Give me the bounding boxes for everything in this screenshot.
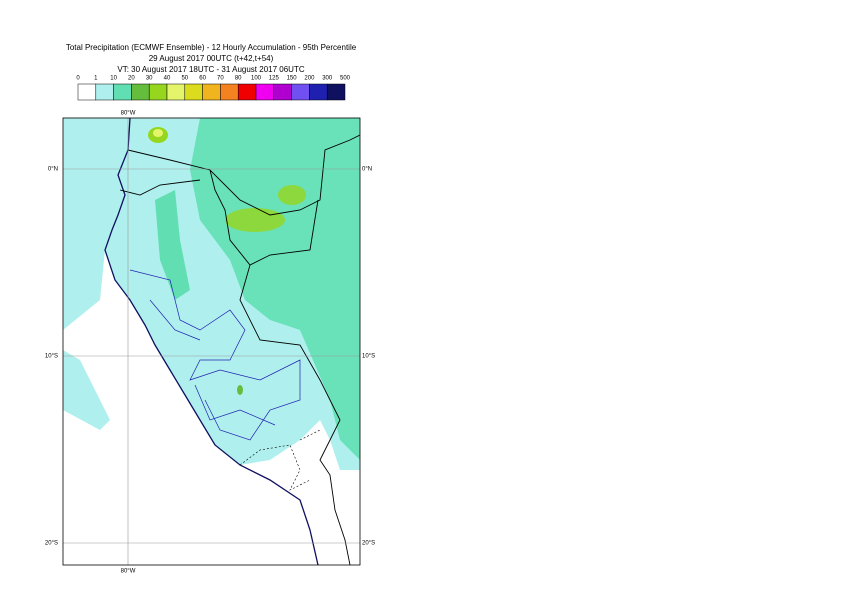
- legend-label: 0: [76, 76, 80, 82]
- map-area: [63, 118, 360, 565]
- legend-label: 80: [235, 76, 242, 82]
- lon-label: 80°W: [121, 111, 136, 117]
- legend-swatch: [273, 83, 292, 101]
- precip-light: [63, 350, 110, 430]
- legend-swatch: [237, 83, 257, 101]
- legend-swatch: [131, 83, 150, 101]
- legend-swatch: [202, 83, 221, 101]
- legend-swatch: [95, 83, 114, 101]
- legend-swatch: [309, 83, 328, 101]
- legend-swatch: [113, 83, 132, 101]
- legend-swatch: [291, 83, 310, 101]
- legend-label: 60: [199, 76, 206, 82]
- legend-swatch: [255, 83, 275, 101]
- lat-label: 0°N: [362, 167, 372, 173]
- precip-heavy: [225, 208, 285, 232]
- legend-swatch: [220, 83, 239, 101]
- legend-label: 50: [181, 76, 188, 82]
- legend-swatch: [326, 83, 346, 101]
- legend-label: 20: [128, 76, 135, 82]
- legend-label: 70: [217, 76, 224, 82]
- legend-label: 125: [269, 76, 280, 82]
- legend-label: 200: [304, 76, 315, 82]
- title-line: Total Precipitation (ECMWF Ensemble) - 1…: [66, 43, 357, 52]
- legend-swatch: [166, 83, 186, 101]
- precip-heavy: [237, 385, 243, 395]
- legend-label: 40: [164, 76, 171, 82]
- region-border: [239, 429, 321, 491]
- title-line: VT: 30 August 2017 18UTC - 31 August 201…: [117, 65, 304, 74]
- coastline: [104, 118, 319, 565]
- region-border: [129, 269, 301, 441]
- legend-swatch: [77, 83, 97, 101]
- legend-label: 500: [340, 76, 351, 82]
- precip-moderate: [155, 190, 190, 300]
- legend-swatch: [184, 83, 203, 101]
- map-frame: [62, 117, 361, 566]
- lat-label: 0°N: [48, 167, 58, 173]
- lon-label: 80°W: [121, 569, 136, 575]
- country-border: [119, 134, 360, 565]
- legend-label: 1: [94, 76, 98, 82]
- legend-swatch: [148, 83, 168, 101]
- precip-heavy: [278, 185, 306, 205]
- lat-label: 20°S: [45, 541, 58, 547]
- title-block: Total Precipitation (ECMWF Ensemble) - 1…: [66, 43, 357, 74]
- title-line: 29 August 2017 00UTC (t+42,t+54): [149, 54, 274, 63]
- legend-label: 100: [251, 76, 262, 82]
- legend-label: 10: [110, 76, 117, 82]
- lat-label: 10°S: [45, 354, 58, 360]
- legend: 0 1 10 20 30 40 50 60 70 80 100 125 150 200 300 500: [76, 76, 351, 101]
- legend-label: 300: [322, 76, 333, 82]
- lat-label: 20°S: [362, 541, 375, 547]
- precip-heavy: [153, 129, 163, 137]
- legend-label: 150: [287, 76, 298, 82]
- lat-label: 10°S: [362, 354, 375, 360]
- legend-label: 30: [146, 76, 153, 82]
